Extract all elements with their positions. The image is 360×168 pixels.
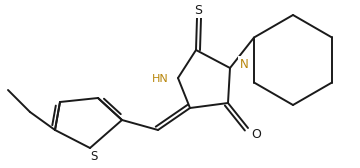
Text: S: S	[194, 4, 202, 16]
Text: S: S	[90, 150, 98, 162]
Text: O: O	[251, 129, 261, 141]
Text: HN: HN	[152, 74, 168, 84]
Text: N: N	[240, 57, 248, 71]
